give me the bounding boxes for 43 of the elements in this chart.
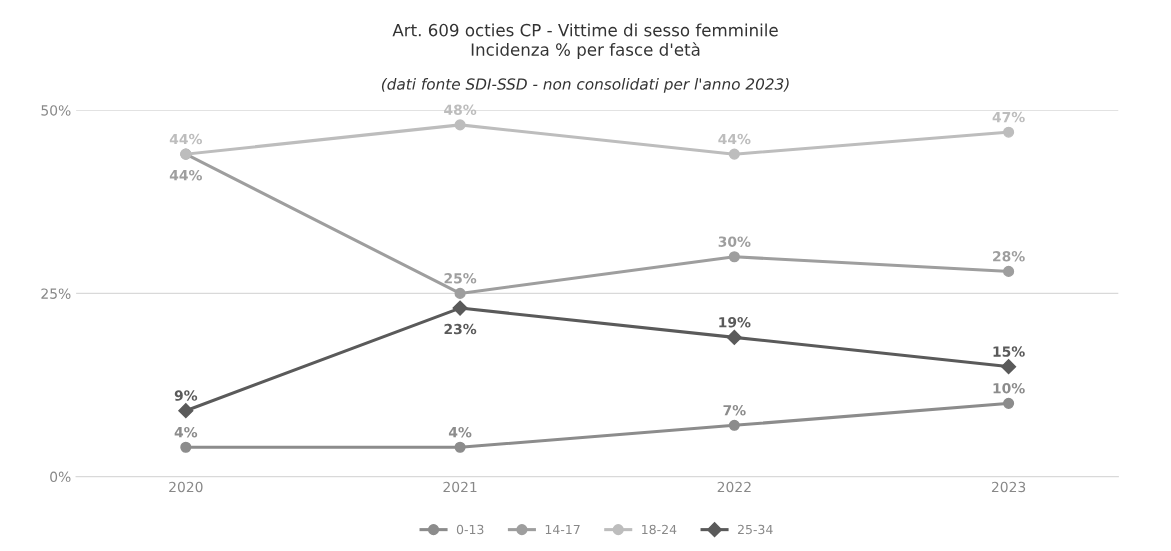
point <box>454 287 466 299</box>
point <box>454 441 466 453</box>
data-label: 44% <box>169 169 202 181</box>
data-label: 7% <box>723 404 746 416</box>
chart-title: Art. 609 octies CP - Vittime di sesso femminile Incidenza % per fasce d'età <box>392 23 778 60</box>
data-label: 28% <box>993 251 1025 262</box>
point <box>178 403 194 419</box>
x-tick-label: 2023 <box>991 481 1026 493</box>
legend-label: 0-13 <box>456 524 484 535</box>
data-label: 44% <box>718 133 751 145</box>
data-label: 9% <box>174 390 198 401</box>
x-tick-label: 2021 <box>443 481 477 493</box>
y-tick-label: 50% <box>41 105 71 116</box>
point <box>1003 397 1015 409</box>
point <box>728 148 740 160</box>
data-label: 23% <box>444 323 477 335</box>
x-tick-label: 2022 <box>717 481 751 493</box>
x-tick-label: 2020 <box>169 481 203 493</box>
data-label: 19% <box>719 317 751 328</box>
point <box>180 441 192 453</box>
legend-label: 18-24 <box>642 524 677 535</box>
data-label: 47% <box>992 111 1025 123</box>
data-label: 30% <box>718 236 751 247</box>
point <box>452 300 468 316</box>
data-label: 44% <box>169 133 202 145</box>
point <box>454 119 466 131</box>
data-label: 10% <box>993 382 1025 394</box>
data-label: 48% <box>444 104 477 115</box>
legend-label: 14-17 <box>545 524 580 534</box>
data-label: 4% <box>174 426 198 438</box>
y-tick-label: 25% <box>41 288 71 299</box>
point <box>1003 265 1015 277</box>
y-tick-label: 0% <box>50 471 71 483</box>
chart-subtitle: (dati fonte SDI-SSD - non consolidati per l'anno 2023) <box>381 78 789 93</box>
legend-label: 25-34 <box>737 524 773 535</box>
data-label: 25% <box>444 273 477 284</box>
data-label: 4% <box>448 426 472 438</box>
point <box>728 419 740 431</box>
data-label: 15% <box>993 346 1025 357</box>
point <box>1003 126 1015 138</box>
point <box>1001 359 1017 375</box>
point <box>728 251 740 263</box>
point <box>726 329 742 345</box>
